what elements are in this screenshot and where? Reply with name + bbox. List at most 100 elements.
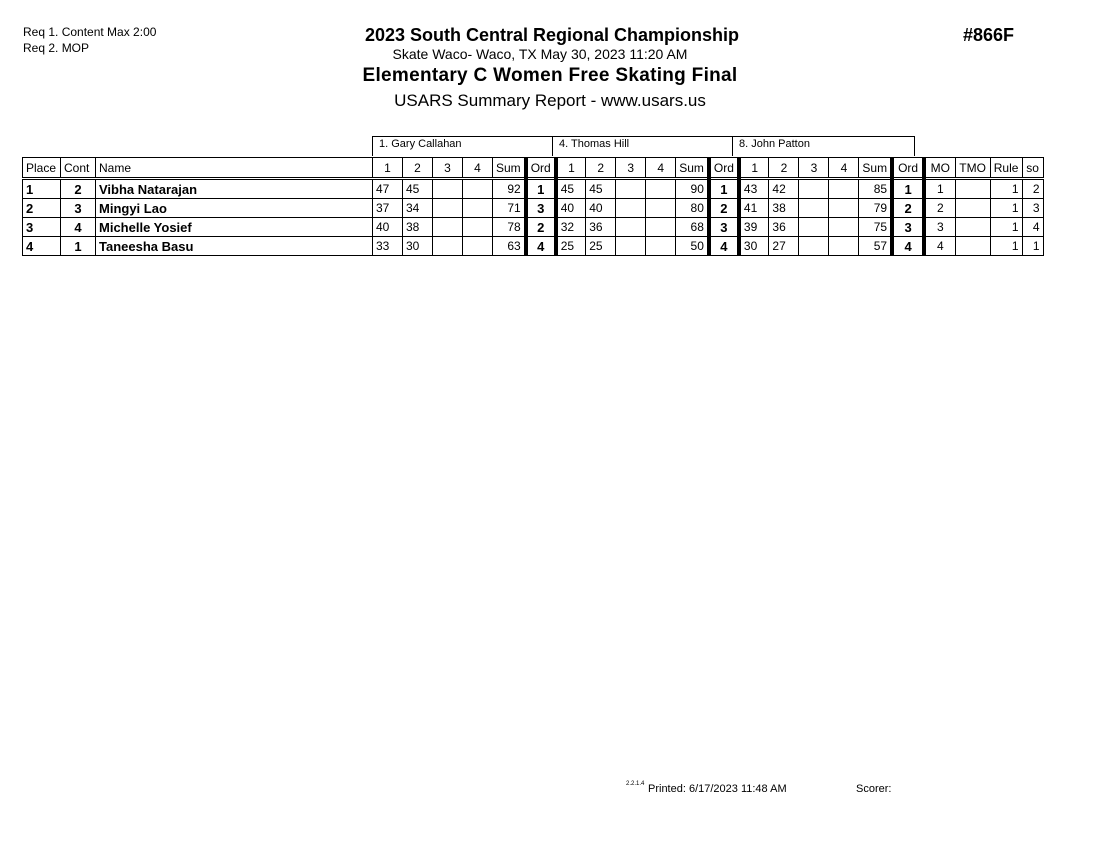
header-judge-col: 3	[615, 157, 647, 180]
sum-cell: 78	[491, 217, 527, 237]
score-cell: 30	[736, 236, 770, 256]
cont-cell: 4	[60, 217, 96, 237]
ordinal-cell: 3	[523, 198, 557, 218]
name-cell: Taneesha Basu	[95, 236, 373, 256]
header-mo: MO	[922, 157, 956, 180]
so-cell: 2	[1021, 178, 1044, 199]
score-cell	[828, 198, 860, 218]
score-cell	[645, 198, 677, 218]
ordinal-cell: 1	[523, 178, 557, 199]
sum-cell: 71	[491, 198, 527, 218]
judge-header-1: 1. Gary Callahan	[372, 136, 553, 156]
header-place: Place	[22, 157, 61, 180]
score-cell	[645, 236, 677, 256]
rule-cell: 1	[989, 236, 1023, 256]
score-cell: 25	[553, 236, 587, 256]
sum-cell: 75	[858, 217, 893, 237]
scorer-label: Scorer:	[856, 783, 892, 795]
event-code: #866F	[963, 25, 1015, 45]
place-cell: 2	[22, 198, 61, 218]
name-cell: Mingyi Lao	[95, 198, 373, 218]
sum-cell: 57	[858, 236, 893, 256]
requirement-1: Req 1. Content Max 2:00	[23, 25, 157, 39]
header-judge-col: 1	[736, 157, 770, 180]
sum-cell: 50	[675, 236, 710, 256]
table-row: 1 2 Vibha Natarajan 47 45 92 1 45 45 90 1 43 42 85 1 1 1…	[22, 178, 1044, 199]
place-cell: 3	[22, 217, 61, 237]
score-cell	[798, 217, 830, 237]
score-cell	[432, 236, 463, 256]
judge-header-2: 4. Thomas Hill	[552, 136, 733, 156]
header-judge-col: 2	[585, 157, 617, 180]
score-cell: 40	[372, 217, 403, 237]
header-judge-col: 1	[553, 157, 587, 180]
tmo-cell	[954, 198, 991, 218]
score-cell: 40	[553, 198, 587, 218]
score-cell	[615, 198, 647, 218]
mo-cell: 2	[922, 198, 956, 218]
tmo-cell	[954, 217, 991, 237]
sum-cell: 92	[491, 178, 527, 199]
score-cell: 34	[402, 198, 433, 218]
header-judge-col: Ord	[706, 157, 740, 180]
score-cell: 38	[768, 198, 800, 218]
score-cell: 36	[768, 217, 800, 237]
score-cell	[798, 198, 830, 218]
ordinal-cell: 4	[706, 236, 740, 256]
ordinal-cell: 2	[890, 198, 925, 218]
results-table: Place Cont Name 1 2 3 4 Sum Ord 1 2 3 4 Sum Ord 1 2 3 4 Sum…	[22, 157, 1044, 256]
cont-cell: 2	[60, 178, 96, 199]
table-row: 3 4 Michelle Yosief 40 38 78 2 32 36 68 3 39 36 75 3 3 1…	[22, 217, 1044, 237]
score-cell: 45	[585, 178, 617, 199]
score-cell: 37	[372, 198, 403, 218]
ordinal-cell: 1	[706, 178, 740, 199]
score-cell: 32	[553, 217, 587, 237]
score-cell	[615, 236, 647, 256]
so-cell: 4	[1021, 217, 1044, 237]
score-cell: 36	[585, 217, 617, 237]
rule-cell: 1	[989, 198, 1023, 218]
column-header-row: Place Cont Name 1 2 3 4 Sum Ord 1 2 3 4 Sum Ord 1 2 3 4 Sum…	[22, 157, 1044, 180]
score-cell: 41	[736, 198, 770, 218]
score-cell	[462, 178, 493, 199]
score-cell: 38	[402, 217, 433, 237]
score-cell: 33	[372, 236, 403, 256]
competition-title: 2023 South Central Regional Championship	[364, 25, 740, 45]
so-cell: 3	[1021, 198, 1044, 218]
version-label: 2.2.1.4	[626, 781, 645, 787]
report-title: USARS Summary Report - www.usars.us	[394, 91, 706, 110]
rule-cell: 1	[989, 217, 1023, 237]
tmo-cell	[954, 236, 991, 256]
score-cell	[645, 178, 677, 199]
score-cell	[615, 217, 647, 237]
header-judge-col: Ord	[523, 157, 557, 180]
score-cell	[462, 236, 493, 256]
header-judge-col: 4	[645, 157, 677, 180]
header-judge-col: Sum	[858, 157, 893, 180]
score-cell	[432, 178, 463, 199]
score-cell	[828, 217, 860, 237]
event-title: Elementary C Women Free Skating Final	[362, 65, 738, 86]
sum-cell: 68	[675, 217, 710, 237]
requirement-2: Req 2. MOP	[23, 41, 90, 55]
printed-timestamp: Printed: 6/17/2023 11:48 AM	[648, 783, 787, 795]
mo-cell: 4	[922, 236, 956, 256]
header-tmo: TMO	[954, 157, 991, 180]
rule-cell: 1	[989, 178, 1023, 199]
score-cell	[798, 178, 830, 199]
sum-cell: 90	[675, 178, 710, 199]
score-cell: 30	[402, 236, 433, 256]
judge-header-3: 8. John Patton	[732, 136, 915, 156]
score-cell	[432, 198, 463, 218]
place-cell: 4	[22, 236, 61, 256]
score-cell: 39	[736, 217, 770, 237]
score-cell	[462, 217, 493, 237]
header-judge-col: 3	[798, 157, 830, 180]
header-judge-col: 2	[402, 157, 433, 180]
sum-cell: 63	[491, 236, 527, 256]
score-cell: 40	[585, 198, 617, 218]
location-date: Skate Waco- Waco, TX May 30, 2023 11:20 …	[392, 46, 688, 62]
header-rule: Rule	[989, 157, 1023, 180]
ordinal-cell: 3	[890, 217, 925, 237]
header-judge-col: 1	[372, 157, 403, 180]
